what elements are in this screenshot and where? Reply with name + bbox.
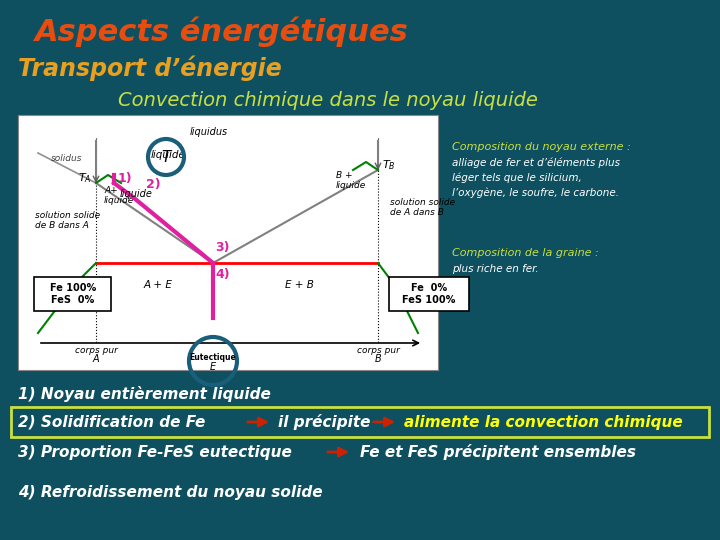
Text: alliage de fer et d’éléments plus
léger tels que le silicium,
l’oxygène, le souf: alliage de fer et d’éléments plus léger … (452, 158, 620, 198)
Text: Composition du noyau externe :: Composition du noyau externe : (452, 142, 631, 152)
Text: B: B (374, 354, 382, 364)
Text: solution solide
de A dans B: solution solide de A dans B (390, 198, 455, 217)
Text: E + B: E + B (285, 280, 314, 290)
Text: $T_A$: $T_A$ (78, 171, 91, 185)
Text: Convection chimique dans le noyau liquide: Convection chimique dans le noyau liquid… (118, 91, 538, 110)
Text: T: T (161, 150, 171, 165)
Text: 4): 4) (215, 268, 230, 281)
FancyBboxPatch shape (18, 115, 438, 370)
Text: plus riche en fer.: plus riche en fer. (452, 264, 539, 274)
FancyBboxPatch shape (11, 407, 709, 437)
Text: 3) Proportion Fe-FeS eutectique: 3) Proportion Fe-FeS eutectique (18, 444, 292, 460)
Text: Fe 100%
FeS  0%: Fe 100% FeS 0% (50, 283, 96, 305)
Text: A: A (93, 354, 99, 364)
Text: alimente la convection chimique: alimente la convection chimique (404, 415, 683, 429)
Text: liquide: liquide (151, 150, 186, 160)
Text: Fe et FeS précipitent ensembles: Fe et FeS précipitent ensembles (360, 444, 636, 460)
Text: Fe  0%
FeS 100%: Fe 0% FeS 100% (402, 283, 456, 305)
Text: corps pur: corps pur (356, 346, 400, 355)
Text: solidus: solidus (51, 154, 83, 163)
Text: Composition de la graine :: Composition de la graine : (452, 248, 599, 258)
Text: $T_B$: $T_B$ (382, 158, 395, 172)
Text: liquide: liquide (120, 189, 153, 199)
Text: 3): 3) (215, 241, 230, 254)
Text: il précipite: il précipite (278, 414, 371, 430)
Text: B +
liquide: B + liquide (336, 171, 366, 190)
Text: 2) Solidification de Fe: 2) Solidification de Fe (18, 415, 205, 429)
Text: Transport d’énergie: Transport d’énergie (18, 55, 282, 81)
Text: liquidus: liquidus (190, 127, 228, 137)
Text: 1): 1) (118, 172, 132, 185)
FancyBboxPatch shape (389, 277, 469, 311)
Text: A + E: A + E (144, 280, 173, 290)
Text: Eutectique: Eutectique (189, 354, 236, 362)
Text: 2): 2) (146, 178, 161, 191)
Text: A+
liquide: A+ liquide (104, 186, 134, 205)
Text: E: E (210, 362, 216, 372)
Text: 4) Refroidissement du noyau solide: 4) Refroidissement du noyau solide (18, 484, 323, 500)
Text: solution solide
de B dans A: solution solide de B dans A (35, 211, 100, 230)
FancyBboxPatch shape (34, 277, 111, 311)
Text: corps pur: corps pur (75, 346, 117, 355)
Text: Aspects énergétiques: Aspects énergétiques (35, 17, 409, 47)
Text: 1) Noyau entièrement liquide: 1) Noyau entièrement liquide (18, 386, 271, 402)
